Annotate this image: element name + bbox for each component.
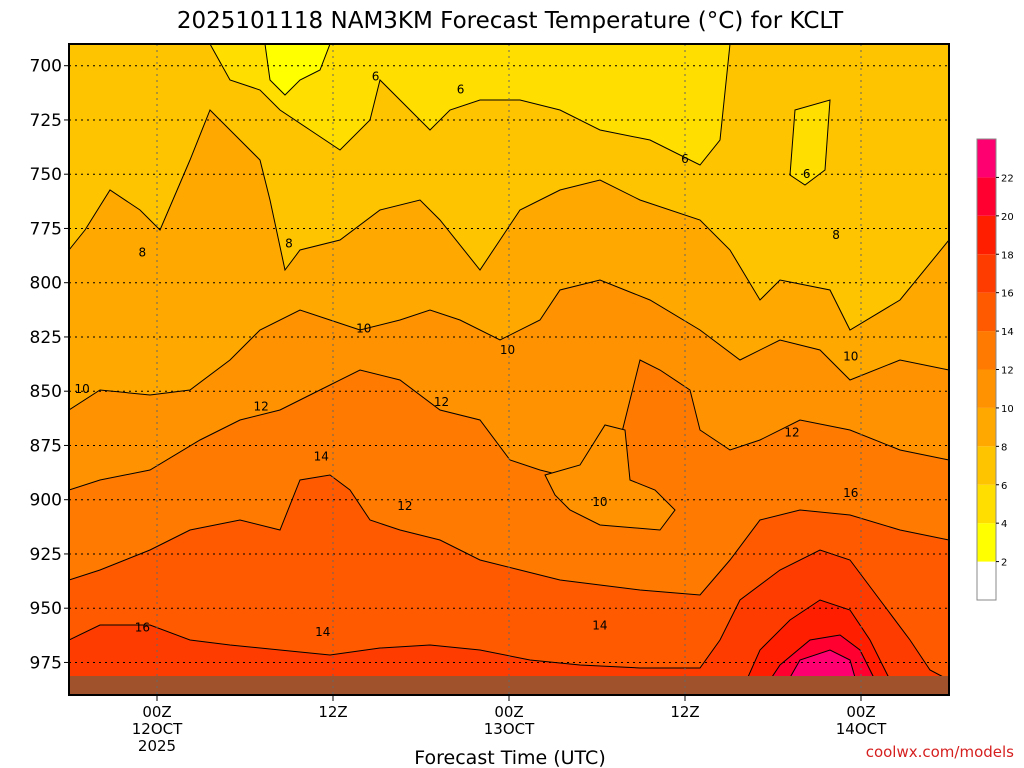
contour-label: 6 [803, 167, 811, 181]
band-4-6-region [209, 44, 731, 166]
contour-label: 14 [592, 619, 607, 633]
y-tick-label: 775 [30, 219, 62, 239]
x-axis-label: Forecast Time (UTC) [414, 747, 605, 768]
colorbar-swatch [977, 523, 996, 562]
colorbar-tick-label: 14 [1001, 327, 1014, 338]
colorbar-swatch [977, 561, 996, 600]
contour-label: 12 [397, 499, 412, 513]
contour-label: 8 [139, 245, 147, 259]
contour-label: 8 [285, 237, 293, 251]
band-16-18-region [69, 549, 949, 695]
contour-label: 8 [832, 228, 840, 242]
colorbar-tick-label: 2 [1001, 558, 1007, 569]
contour-label: 6 [457, 83, 465, 97]
x-tick-label: 00Z [494, 703, 523, 721]
colorbar-swatch [977, 484, 996, 524]
y-axis: 700 725 750 775 800 825 850 875 900 925 950 975 [30, 57, 69, 673]
contour-label: 12 [253, 399, 268, 413]
x-tick-label: 00Z [846, 703, 875, 721]
x-tick-label: 13OCT [484, 720, 535, 738]
contour-labels: 6 6 6 6 8 8 8 10 10 10 10 10 12 12 12 12 14 14 14 16 16 [75, 70, 859, 640]
y-tick-label: 925 [30, 545, 62, 565]
colorbar-tick-label: 16 [1001, 289, 1014, 300]
contour-label: 10 [356, 321, 371, 335]
y-tick-label: 700 [30, 57, 62, 77]
colorbar-tick-label: 4 [1001, 519, 1007, 530]
y-tick-label: 950 [30, 599, 62, 619]
colorbar-swatch [977, 139, 996, 178]
x-tick-label: 2025 [138, 737, 176, 755]
contour-label: 16 [843, 486, 858, 500]
contour-label: 12 [784, 425, 799, 439]
chart-title: 2025101118 NAM3KM Forecast Temperature (… [177, 8, 844, 34]
ground [69, 676, 949, 695]
colorbar-tick-label: 22 [1001, 173, 1014, 184]
y-tick-label: 825 [30, 328, 62, 348]
colorbar-swatch [977, 446, 996, 485]
x-tick-label: 00Z [142, 703, 171, 721]
contour-label: 10 [843, 349, 858, 363]
band-10-12-pocket [544, 424, 676, 531]
y-tick-label: 750 [30, 165, 62, 185]
x-tick-label: 12OCT [132, 720, 183, 738]
credit-text[interactable]: coolwx.com/models [866, 743, 1014, 761]
contour-label: 14 [315, 625, 330, 639]
colorbar-tick-label: 6 [1001, 481, 1007, 492]
x-tick-label: 12Z [670, 703, 699, 721]
y-tick-label: 800 [30, 274, 62, 294]
contour-label: 12 [434, 395, 449, 409]
colorbar-swatch [977, 331, 996, 370]
y-tick-label: 975 [30, 653, 62, 673]
y-tick-label: 850 [30, 382, 62, 402]
contour-label: 14 [314, 449, 329, 463]
y-tick-label: 875 [30, 436, 62, 456]
contour-label: 10 [592, 495, 607, 509]
x-tick-label: 12Z [318, 703, 347, 721]
colorbar-swatch [977, 254, 996, 293]
colorbar-tick-label: 12 [1001, 366, 1014, 377]
x-tick-label: 14OCT [836, 720, 887, 738]
colorbar-swatch [977, 215, 996, 255]
contour-label: 16 [135, 621, 150, 635]
band-2-4-region [264, 44, 331, 96]
colorbar-swatch [977, 407, 996, 447]
contour-label: 6 [681, 152, 689, 166]
grid-lines [69, 44, 949, 695]
colorbar-swatch [977, 292, 996, 332]
colorbar: 2 4 6 8 10 12 14 16 18 20 22 [976, 138, 1014, 601]
contour-label: 10 [500, 343, 515, 357]
colorbar-tick-label: 18 [1001, 250, 1014, 261]
colorbar-swatch [977, 369, 996, 408]
colorbar-tick-label: 10 [1001, 404, 1014, 415]
colorbar-tick-label: 8 [1001, 442, 1007, 453]
y-tick-label: 725 [30, 111, 62, 131]
colorbar-swatch [977, 177, 996, 216]
y-tick-label: 900 [30, 491, 62, 511]
band-4-6-region-east [789, 99, 831, 186]
contour-label: 6 [372, 70, 380, 84]
colorbar-tick-label: 20 [1001, 212, 1014, 223]
contour-label: 10 [75, 382, 90, 396]
